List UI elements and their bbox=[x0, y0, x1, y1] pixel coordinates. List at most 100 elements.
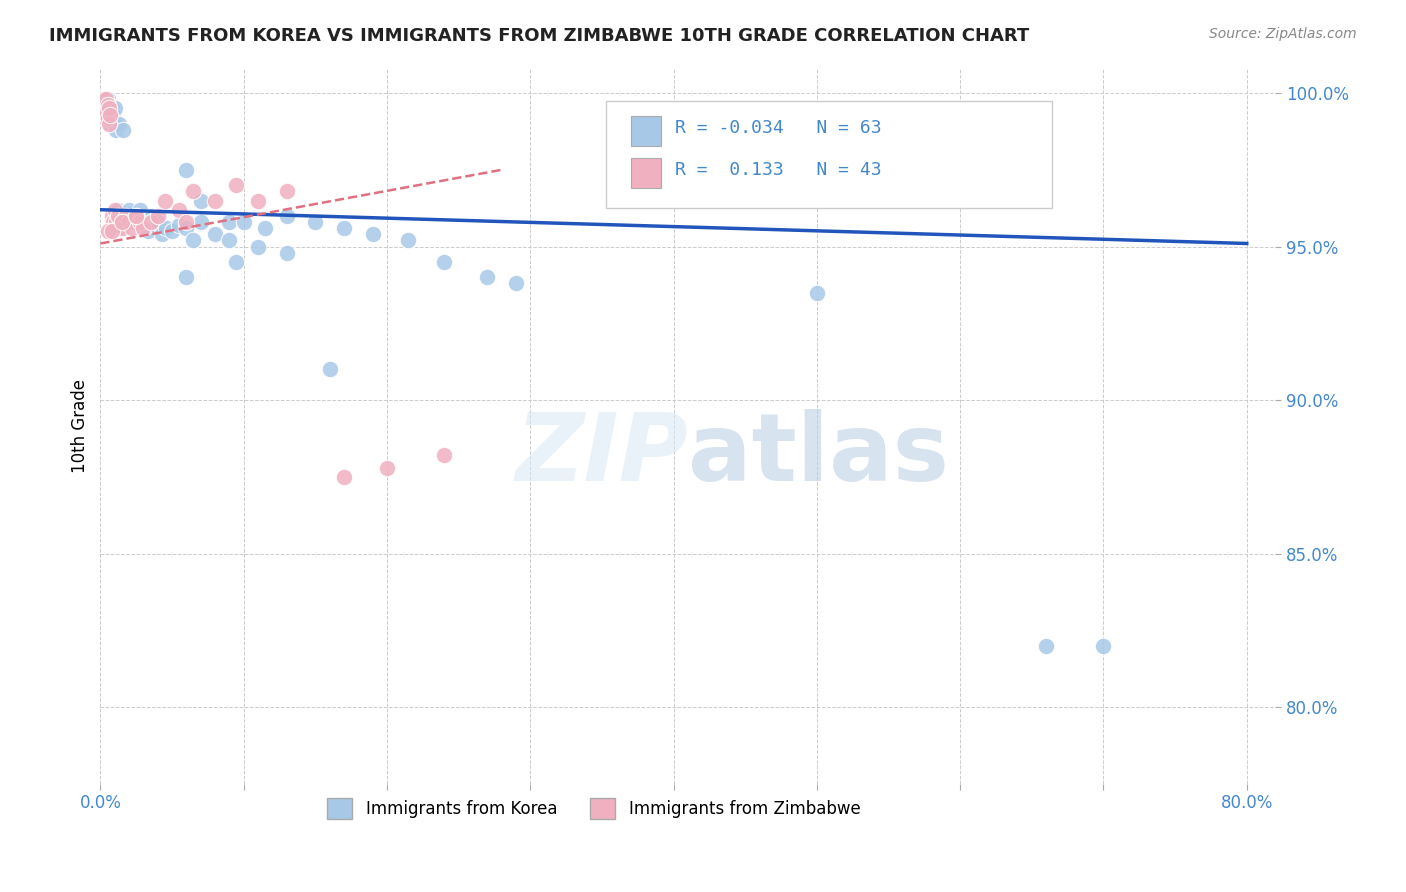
Point bbox=[93, 111, 115, 125]
Point bbox=[143, 218, 166, 232]
Y-axis label: 10th Grade: 10th Grade bbox=[72, 379, 89, 473]
Point bbox=[107, 202, 129, 217]
Point bbox=[101, 102, 124, 116]
Point bbox=[94, 92, 117, 106]
Point bbox=[254, 221, 277, 235]
Point bbox=[333, 221, 356, 235]
Point bbox=[167, 218, 190, 232]
Point bbox=[115, 209, 138, 223]
Point bbox=[190, 215, 212, 229]
Point bbox=[125, 209, 148, 223]
Point bbox=[232, 215, 254, 229]
Point bbox=[433, 448, 456, 462]
Point bbox=[136, 224, 159, 238]
Point bbox=[218, 234, 240, 248]
Point bbox=[121, 215, 143, 229]
Point bbox=[204, 227, 226, 242]
Point bbox=[105, 215, 128, 229]
Point bbox=[1035, 639, 1057, 653]
Text: IMMIGRANTS FROM KOREA VS IMMIGRANTS FROM ZIMBABWE 10TH GRADE CORRELATION CHART: IMMIGRANTS FROM KOREA VS IMMIGRANTS FROM… bbox=[49, 27, 1029, 45]
Point bbox=[398, 234, 420, 248]
Point bbox=[115, 215, 138, 229]
Point bbox=[433, 255, 456, 269]
Point bbox=[276, 209, 298, 223]
Point bbox=[225, 178, 247, 193]
Point bbox=[111, 209, 134, 223]
FancyBboxPatch shape bbox=[631, 158, 661, 188]
Point bbox=[155, 221, 177, 235]
Point bbox=[505, 277, 527, 291]
Point bbox=[101, 224, 124, 238]
Point bbox=[125, 209, 148, 223]
Point bbox=[146, 209, 169, 223]
Point bbox=[121, 221, 143, 235]
Point bbox=[93, 98, 115, 112]
Point bbox=[100, 117, 122, 131]
Point bbox=[97, 102, 120, 116]
Point bbox=[97, 117, 120, 131]
Point bbox=[318, 362, 340, 376]
Point bbox=[190, 194, 212, 208]
Point bbox=[246, 194, 269, 208]
Point bbox=[112, 123, 135, 137]
Point bbox=[104, 102, 127, 116]
Point bbox=[118, 215, 141, 229]
Point bbox=[132, 215, 155, 229]
Point bbox=[111, 215, 134, 229]
Text: R =  0.133   N = 43: R = 0.133 N = 43 bbox=[675, 161, 882, 178]
FancyBboxPatch shape bbox=[606, 101, 1052, 208]
Point bbox=[93, 102, 115, 116]
Point bbox=[118, 202, 141, 217]
Point bbox=[176, 270, 198, 285]
Point bbox=[176, 162, 198, 177]
Text: R = -0.034   N = 63: R = -0.034 N = 63 bbox=[675, 120, 882, 137]
Point bbox=[97, 111, 120, 125]
Point bbox=[91, 107, 114, 121]
Point bbox=[129, 215, 152, 229]
Point bbox=[183, 184, 205, 198]
Point bbox=[91, 98, 114, 112]
Point bbox=[146, 215, 169, 229]
Point bbox=[304, 215, 326, 229]
Point bbox=[94, 98, 117, 112]
Point bbox=[103, 107, 125, 121]
Point bbox=[90, 92, 112, 106]
Point bbox=[107, 209, 129, 223]
Point bbox=[103, 215, 125, 229]
Point bbox=[183, 234, 205, 248]
Point bbox=[153, 194, 176, 208]
Point bbox=[101, 113, 124, 128]
Point bbox=[225, 255, 247, 269]
Point bbox=[477, 270, 499, 285]
FancyBboxPatch shape bbox=[631, 117, 661, 146]
Legend: Immigrants from Korea, Immigrants from Zimbabwe: Immigrants from Korea, Immigrants from Z… bbox=[321, 792, 868, 825]
Point bbox=[108, 221, 131, 235]
Point bbox=[176, 221, 198, 235]
Point bbox=[276, 245, 298, 260]
Point bbox=[806, 285, 828, 300]
Text: ZIP: ZIP bbox=[515, 409, 688, 500]
Point bbox=[276, 184, 298, 198]
Point bbox=[375, 460, 398, 475]
Point bbox=[96, 111, 118, 125]
Point bbox=[91, 92, 114, 106]
Point bbox=[129, 202, 152, 217]
Point bbox=[150, 227, 173, 242]
Point bbox=[160, 224, 183, 238]
Point bbox=[132, 221, 155, 235]
Point bbox=[94, 107, 117, 121]
Point bbox=[176, 215, 198, 229]
Point bbox=[104, 202, 127, 217]
Point bbox=[105, 123, 128, 137]
Point bbox=[96, 224, 118, 238]
Point bbox=[167, 202, 190, 217]
Point bbox=[108, 117, 131, 131]
Point bbox=[93, 92, 115, 106]
Point bbox=[100, 104, 122, 119]
Point bbox=[204, 194, 226, 208]
Text: Source: ZipAtlas.com: Source: ZipAtlas.com bbox=[1209, 27, 1357, 41]
Point bbox=[1092, 639, 1115, 653]
Point bbox=[104, 117, 127, 131]
Point bbox=[246, 239, 269, 253]
Point bbox=[111, 215, 134, 229]
